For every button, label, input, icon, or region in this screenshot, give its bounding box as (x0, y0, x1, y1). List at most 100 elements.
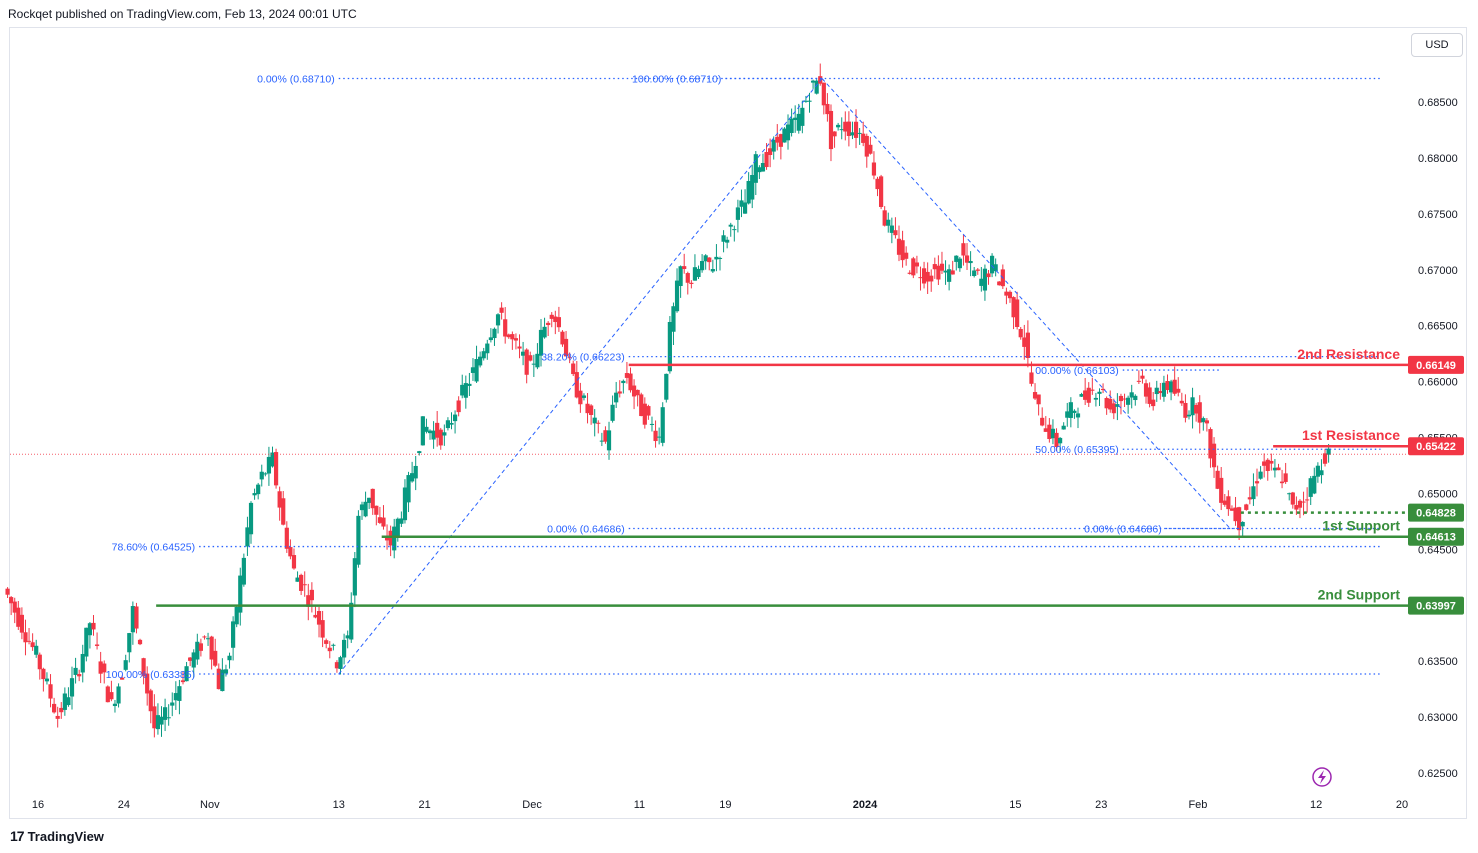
y-tick-label: 0.62500 (1418, 768, 1458, 780)
candle-body (1126, 397, 1131, 405)
candle-body (1229, 508, 1235, 511)
candle-body (775, 136, 780, 143)
y-tick-label: 0.64500 (1418, 544, 1458, 556)
fib-trend-line (338, 78, 823, 675)
candle-body (180, 680, 186, 683)
y-tick-label: 0.68000 (1418, 153, 1458, 165)
candle-body (427, 430, 433, 434)
candle-body (1326, 448, 1331, 455)
candle-body (170, 702, 175, 706)
candle-body (853, 121, 859, 138)
candle-body (1097, 391, 1102, 394)
candle-body (578, 390, 583, 405)
candle-body (857, 132, 862, 134)
candle-body (932, 264, 937, 270)
candle-body (585, 403, 590, 414)
y-tick-label: 0.66500 (1418, 321, 1458, 333)
candle-body (1233, 507, 1238, 522)
candle-body (871, 162, 877, 176)
candle-body (1244, 504, 1249, 510)
candle-body (510, 334, 515, 340)
x-tick-label: 13 (333, 799, 345, 811)
candle-body (191, 652, 196, 668)
candle-body (227, 655, 232, 661)
candle-body (1265, 459, 1270, 472)
candle-body (299, 574, 304, 591)
candle-body (964, 255, 970, 263)
candle-body (789, 118, 794, 133)
candle-body (291, 555, 297, 569)
candle-body (617, 391, 622, 394)
candle-body (571, 363, 576, 375)
candle-body (195, 641, 200, 660)
candle-body (1140, 375, 1145, 379)
price-tag (1408, 596, 1464, 615)
candle-body (1237, 507, 1242, 531)
candle-body (1040, 417, 1045, 426)
candle-body (288, 547, 293, 557)
candle-body (753, 154, 758, 183)
candle-body (882, 210, 887, 226)
y-tick-label: 0.63000 (1418, 712, 1458, 724)
tradingview-brand: TradingView (27, 828, 104, 844)
candle-body (664, 373, 669, 400)
candle-body (567, 357, 572, 359)
candle-body (270, 452, 275, 467)
candle-body (810, 80, 816, 83)
candle-body (1118, 395, 1124, 402)
candle-body (1219, 477, 1224, 503)
candle-body (589, 405, 594, 415)
candle-body (231, 621, 236, 648)
candle-body (1061, 425, 1066, 430)
candle-body (757, 167, 762, 173)
candle-body (535, 353, 540, 368)
lightning-icon-bolt (1318, 770, 1326, 784)
candle-body (492, 328, 497, 339)
candle-body (302, 584, 307, 586)
candle-body (685, 273, 690, 283)
candle-body (120, 677, 125, 680)
level-name-label: 2nd Resistance (1297, 346, 1400, 362)
candle-body (929, 275, 934, 282)
candle-body (742, 202, 748, 214)
candle-body (746, 180, 751, 204)
candle-body (1068, 402, 1073, 418)
candle-body (1032, 392, 1038, 399)
candle-body (725, 239, 730, 243)
candle-body (202, 636, 207, 638)
candle-body (603, 430, 608, 442)
candle-body (939, 263, 945, 271)
candle-body (266, 456, 272, 474)
candle-body (1079, 394, 1084, 397)
candle-body (431, 430, 436, 440)
candle-body (98, 661, 103, 674)
candle-body (961, 243, 966, 256)
candle-body (116, 686, 121, 704)
candle-body (324, 640, 329, 644)
candle-body (592, 417, 597, 424)
candle-body (778, 134, 783, 147)
candle-body (556, 317, 561, 328)
candle-body (986, 273, 991, 278)
currency-button[interactable]: USD (1411, 33, 1463, 57)
candle-body (19, 614, 24, 633)
candle-body (198, 643, 203, 651)
candle-body (77, 674, 82, 677)
candle-body (109, 692, 114, 700)
tradingview-logo[interactable]: 17 TradingView (10, 828, 104, 844)
candle-body (943, 270, 948, 273)
candle-body (177, 686, 182, 701)
candle-body (1158, 391, 1163, 394)
candle-body (55, 715, 60, 719)
candle-body (209, 636, 214, 660)
candle-body (1143, 383, 1149, 397)
candle-body (463, 383, 468, 398)
candle-body (957, 258, 962, 269)
candle-body (1211, 443, 1217, 468)
candle-body (435, 422, 440, 438)
x-tick-label: 2024 (853, 799, 878, 811)
candle-body (238, 575, 243, 613)
candle-body (513, 338, 519, 341)
price-tag (1408, 503, 1464, 522)
